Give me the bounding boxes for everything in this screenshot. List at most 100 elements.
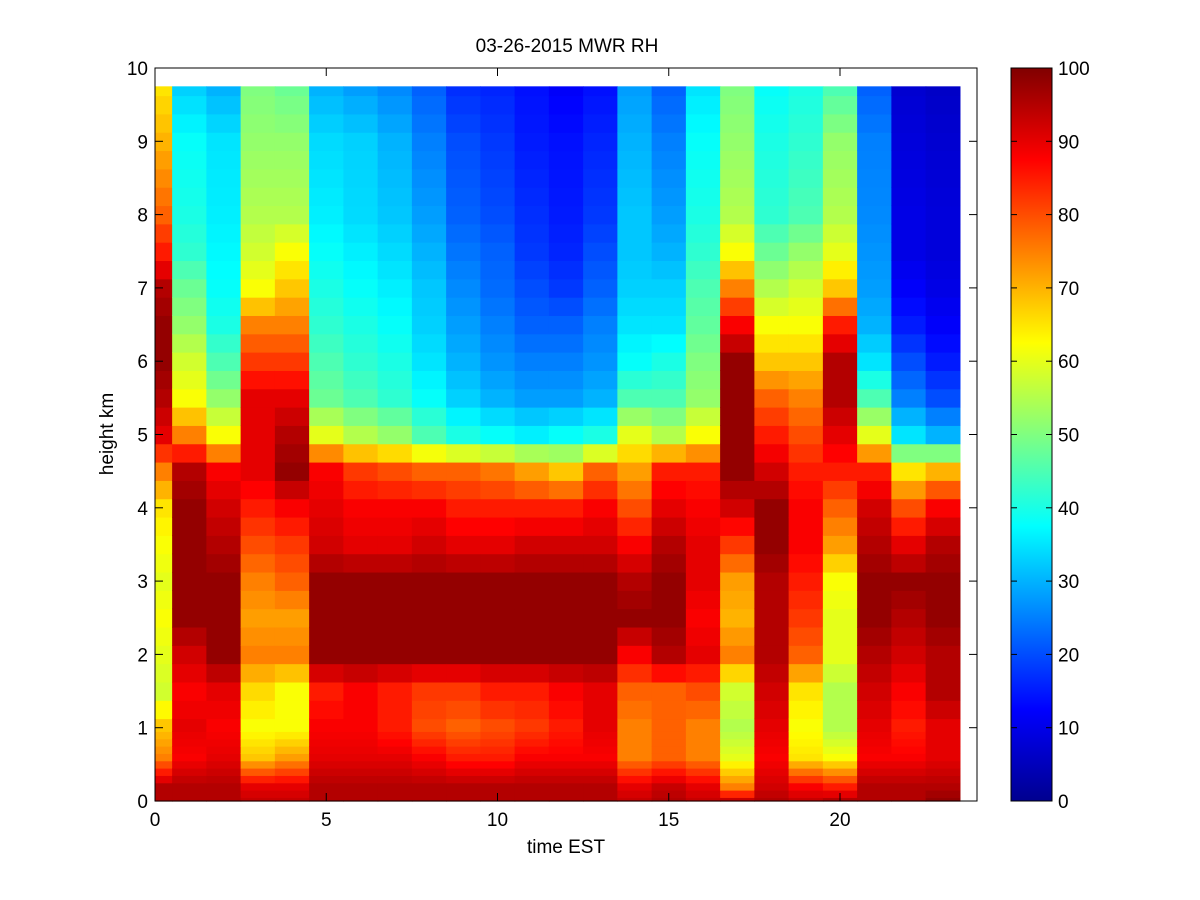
- heatmap-cell: [309, 132, 344, 152]
- heatmap-cell: [343, 278, 379, 298]
- heatmap-cell: [206, 388, 242, 408]
- heatmap-cell: [788, 753, 824, 762]
- chart-title: 03-26-2015 MWR RH: [476, 36, 659, 57]
- heatmap-cell: [822, 498, 858, 518]
- heatmap-cell: [309, 663, 344, 683]
- heatmap-cell: [617, 731, 653, 740]
- heatmap-cell: [583, 718, 618, 732]
- heatmap-cell: [548, 746, 584, 754]
- heatmap-cell: [788, 242, 824, 262]
- heatmap-cell: [172, 150, 207, 170]
- heatmap-cell: [411, 790, 447, 798]
- heatmap-cell: [651, 718, 687, 732]
- heatmap-cell: [206, 760, 242, 769]
- heatmap-cell: [343, 132, 379, 152]
- heatmap-cell: [155, 775, 173, 784]
- heatmap-cell: [446, 731, 481, 740]
- heatmap-cell: [446, 315, 481, 335]
- heatmap-cell: [548, 663, 584, 683]
- heatmap-cell: [788, 187, 824, 207]
- heatmap-cell: [377, 86, 413, 97]
- heatmap-cell: [720, 370, 755, 390]
- heatmap-cell: [822, 352, 858, 371]
- heatmap-cell: [206, 168, 242, 188]
- heatmap-cell: [583, 608, 618, 628]
- heatmap-cell: [343, 370, 379, 390]
- heatmap-cell: [514, 425, 550, 445]
- heatmap-cell: [583, 782, 618, 791]
- heatmap-cell: [411, 315, 447, 335]
- heatmap-cell: [480, 731, 516, 740]
- heatmap-cell: [480, 663, 516, 683]
- heatmap-cell: [274, 278, 310, 298]
- heatmap-cell: [822, 645, 858, 665]
- heatmap-cell: [548, 205, 584, 225]
- heatmap-cell: [206, 425, 242, 445]
- heatmap-cell: [411, 132, 447, 152]
- heatmap-cell: [377, 223, 413, 243]
- heatmap-cell: [822, 150, 858, 170]
- heatmap-cell: [446, 150, 481, 170]
- heatmap-cell: [240, 571, 276, 591]
- heatmap-cell: [309, 260, 344, 280]
- heatmap-cell: [822, 370, 858, 390]
- heatmap-cell: [172, 753, 207, 762]
- heatmap-cell: [240, 223, 276, 243]
- heatmap-cell: [172, 775, 207, 784]
- heatmap-cell: [274, 753, 310, 762]
- heatmap-cell: [446, 790, 481, 798]
- heatmap-cell: [206, 782, 242, 791]
- heatmap-cell: [857, 407, 892, 426]
- heatmap-cell: [514, 461, 550, 481]
- heatmap-cell: [155, 352, 173, 371]
- heatmap-cell: [754, 516, 790, 536]
- heatmap-cell: [172, 315, 207, 335]
- heatmap-cell: [343, 168, 379, 188]
- y-tick-label: 4: [137, 499, 148, 520]
- heatmap-cell: [857, 370, 892, 390]
- heatmap-cell: [446, 461, 481, 481]
- heatmap-cell: [343, 242, 379, 262]
- y-tick-label: 0: [137, 792, 148, 813]
- heatmap-cell: [788, 150, 824, 170]
- heatmap-cell: [617, 388, 653, 408]
- heatmap-cell: [891, 571, 927, 591]
- heatmap-cell: [343, 590, 379, 610]
- heatmap-cell: [583, 516, 618, 536]
- heatmap-cell: [651, 443, 687, 463]
- heatmap-cell: [685, 516, 721, 536]
- heatmap-cell: [377, 718, 413, 732]
- heatmap-cell: [480, 553, 516, 573]
- heatmap-cell: [891, 738, 927, 747]
- heatmap-cell: [309, 315, 344, 335]
- heatmap-cell: [206, 407, 242, 426]
- heatmap-cell: [309, 516, 344, 536]
- heatmap-cell: [172, 297, 207, 316]
- heatmap-cell: [411, 608, 447, 628]
- heatmap-cell: [685, 553, 721, 573]
- heatmap-cell: [309, 168, 344, 188]
- heatmap-cell: [411, 498, 447, 518]
- heatmap-cell: [857, 797, 892, 802]
- heatmap-cell: [377, 95, 413, 115]
- heatmap-cell: [685, 626, 721, 646]
- heatmap-cell: [925, 700, 961, 720]
- heatmap-cell: [446, 590, 481, 610]
- heatmap-cell: [480, 608, 516, 628]
- heatmap-cell: [155, 535, 173, 555]
- heatmap-cell: [309, 297, 344, 316]
- heatmap-cell: [480, 242, 516, 262]
- heatmap-cell: [172, 168, 207, 188]
- heatmap-cell: [891, 775, 927, 784]
- heatmap-cell: [617, 205, 653, 225]
- heatmap-cell: [891, 753, 927, 762]
- heatmap-cell: [274, 150, 310, 170]
- heatmap-cell: [446, 352, 481, 371]
- heatmap-cell: [206, 645, 242, 665]
- heatmap-cell: [685, 461, 721, 481]
- heatmap-cell: [788, 205, 824, 225]
- heatmap-cell: [514, 370, 550, 390]
- heatmap-cell: [685, 731, 721, 740]
- heatmap-cell: [274, 790, 310, 798]
- heatmap-cell: [788, 535, 824, 555]
